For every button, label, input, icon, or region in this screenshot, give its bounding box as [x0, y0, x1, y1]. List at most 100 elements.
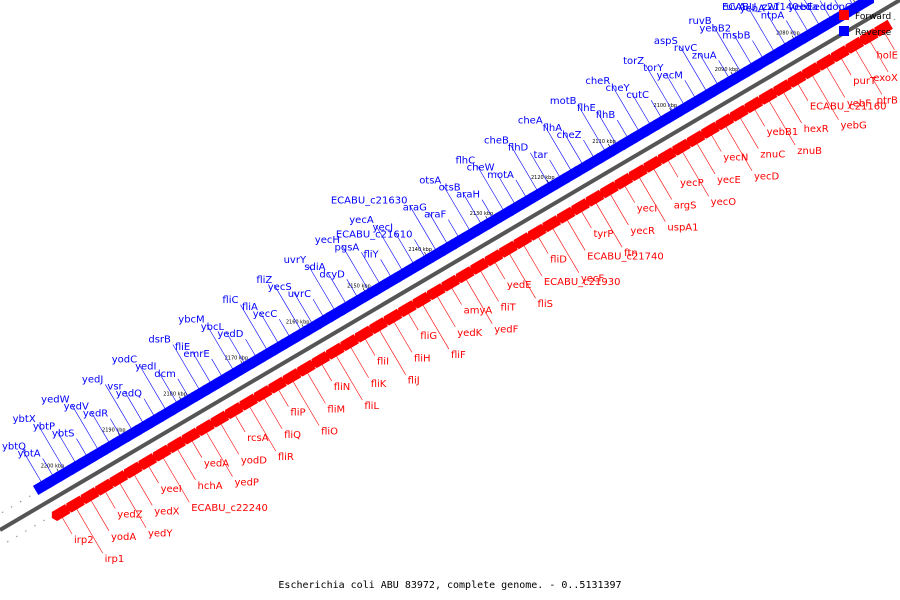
leader-line: [882, 28, 895, 50]
gene-name: irp2: [74, 535, 94, 546]
gene-label-cher: cheR: [585, 76, 641, 135]
gene-label-exox: exoX: [867, 37, 898, 84]
gene-name: yeeI: [161, 484, 182, 495]
gene-name: ybtA: [18, 448, 41, 459]
leader-line: [105, 384, 134, 433]
leader-line: [631, 92, 653, 128]
gene-label-flio: fliO: [290, 377, 338, 438]
tick-label: 2120 kbp: [531, 175, 555, 181]
gene-name: ftn: [624, 248, 638, 259]
gene-name: yecN: [723, 153, 748, 164]
leader-line: [651, 164, 672, 200]
gene-name: ybtX: [13, 414, 36, 425]
gene-label-ecabu-c21610: ECABU_c21610: [336, 230, 427, 261]
leader-line: [240, 304, 270, 354]
gene-label-vsr: vsr: [107, 382, 146, 427]
gene-label-flil: fliL: [333, 351, 379, 412]
gene-name: yecJ: [373, 222, 394, 233]
leader-line: [665, 156, 679, 178]
gene-label-irp1: irp1: [73, 504, 124, 565]
gene-name: cheA: [518, 116, 543, 127]
gene-name: ybcM: [178, 315, 204, 326]
leader-line: [71, 404, 101, 453]
gene-label-chez: cheZ: [557, 130, 596, 161]
leader-line: [102, 487, 116, 509]
gene-label-yecj: yecJ: [373, 222, 416, 267]
gene-name: ECABU_c21930: [544, 277, 621, 288]
gene-name: fliA: [242, 302, 258, 313]
leader-line: [732, 33, 754, 68]
gene-name: yecI: [637, 204, 658, 215]
gene-label-flik: fliK: [348, 343, 387, 390]
gene-name: uspA1: [667, 223, 698, 234]
leader-line: [463, 275, 493, 324]
leader-line: [420, 300, 450, 350]
gene-label-yede: yedE: [492, 258, 532, 291]
gene-name: aspS: [654, 36, 678, 47]
gene-label-fliz: fliZ: [256, 275, 303, 334]
gene-name: dcyD: [319, 269, 345, 280]
gene-label-yecm: yecM: [657, 70, 698, 102]
gene-name: yedK: [457, 328, 482, 339]
tick-label: 2170 kbp: [225, 355, 249, 361]
leader-line: [172, 344, 202, 394]
gene-label-asps: aspS: [654, 36, 709, 95]
gene-label-uvry: uvrY: [284, 255, 337, 314]
leader-line: [616, 119, 630, 141]
gene-label-flha: flhA: [543, 123, 585, 168]
leader-line: [713, 26, 743, 75]
leader-line: [476, 165, 506, 214]
gene-label-cutc: cutC: [626, 90, 664, 122]
gene-name: yebG: [841, 121, 867, 132]
gene-label-ybtp: ybtP: [33, 421, 78, 467]
leader-line: [564, 215, 586, 251]
gene-label-torz: torZ: [623, 56, 675, 115]
gene-label-hole: holE: [876, 28, 898, 62]
gene-name: fliN: [334, 382, 351, 393]
gene-labels: copCeddyebEedaECABU_c21140zwfntpAyebAruv…: [2, 0, 898, 565]
gene-name: uvrY: [284, 255, 307, 266]
gene-label-arah: araH: [456, 190, 495, 221]
gene-label-flie: fliE: [175, 342, 213, 387]
gene-label-ecabu-c21140: ECABU_c21140: [722, 0, 822, 29]
leader-line: [361, 252, 382, 287]
gene-label-yedv: yedV: [64, 401, 112, 447]
legend: Forward Reverse: [839, 10, 892, 38]
gene-label-ybcl: ybcL: [201, 322, 247, 367]
gene-label-yeba: yebA: [740, 3, 788, 49]
leader-line: [622, 181, 635, 203]
leader-line: [766, 96, 796, 146]
gene-name: dsrB: [148, 335, 171, 346]
gene-name: ybcL: [201, 322, 225, 333]
leader-line: [607, 190, 629, 226]
gene-label-chew: cheW: [467, 163, 518, 208]
gene-name: fliR: [278, 452, 294, 463]
tick-label: 2070 kbp: [837, 0, 861, 1]
gene-name: torZ: [623, 56, 644, 67]
gene-name: yodD: [241, 455, 267, 466]
gene-name: cheW: [467, 163, 495, 174]
gene-label-yedf: yedF: [463, 275, 519, 336]
gene-name: cheY: [606, 83, 631, 94]
gene-label-purt: purT: [838, 54, 877, 87]
leader-line: [809, 71, 839, 120]
gene-label-yeci: yecI: [622, 181, 658, 215]
leader-line: [867, 37, 889, 73]
gene-name: yedF: [494, 325, 518, 336]
gene-label-yedq: yedQ: [116, 389, 157, 420]
gene-name: yecD: [754, 172, 780, 183]
gene-name: yebB1: [767, 127, 799, 138]
gene-name: yecA: [349, 215, 374, 226]
gene-label-otsa: otsA: [419, 175, 472, 234]
gene-label-yedj: yedJ: [82, 374, 134, 433]
leader-line: [694, 139, 716, 175]
gene-name: sdiA: [304, 262, 325, 273]
leader-line: [680, 147, 709, 197]
leader-line: [206, 324, 236, 374]
tick-label: 2100 kbp: [654, 103, 678, 109]
gene-name: ECABU_c22240: [191, 503, 268, 514]
leader-line: [290, 377, 320, 426]
leader-line: [506, 249, 536, 299]
leader-line: [563, 132, 585, 168]
gene-name: yedV: [64, 401, 89, 412]
